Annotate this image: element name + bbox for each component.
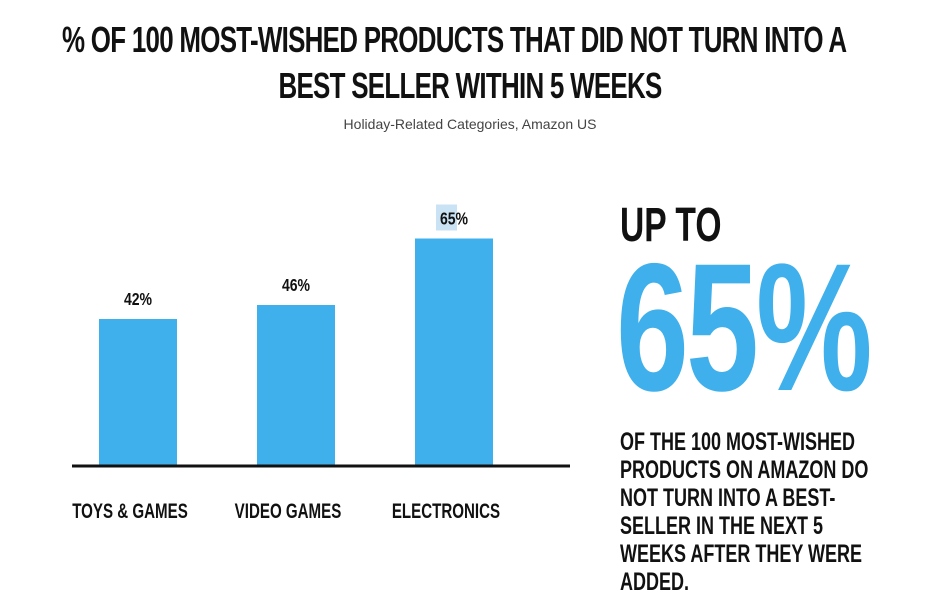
chart-subtitle: Holiday-Related Categories, Amazon US: [343, 116, 597, 132]
x-tick-label-2: ELECTRONICS: [392, 498, 500, 522]
callout-value: 65%: [616, 225, 873, 429]
data-label-0: 42%: [124, 289, 152, 309]
callout-text: OF THE 100 MOST-WISHED PRODUCTS ON AMAZO…: [620, 428, 869, 596]
labels-group: 42% TOYS & GAMES 46% VIDEO GAMES 65% ELECTRON…: [72, 204, 500, 523]
bars-group: [99, 238, 493, 466]
x-tick-label-1: VIDEO GAMES: [235, 498, 342, 522]
data-label-2: 65%: [440, 209, 468, 229]
bar-2: [415, 238, 493, 466]
bar-chart: 42% TOYS & GAMES 46% VIDEO GAMES 65% ELECTRON…: [72, 204, 570, 523]
bar-0: [99, 319, 177, 466]
chart-title-line-2: BEST SELLER WITHIN 5 WEEKS: [0, 66, 940, 106]
data-label-1: 46%: [282, 275, 310, 295]
callout-prefix: UP TO: [620, 199, 722, 252]
x-tick-label-0: TOYS & GAMES: [72, 498, 188, 522]
chart-title-line-2-text: BEST SELLER WITHIN 5 WEEKS: [278, 65, 662, 106]
data-label-highlight: [436, 204, 457, 231]
bar-1: [257, 305, 335, 466]
chart-title-line-1: % OF 100 MOST-WISHED PRODUCTS THAT DID N…: [62, 19, 847, 60]
